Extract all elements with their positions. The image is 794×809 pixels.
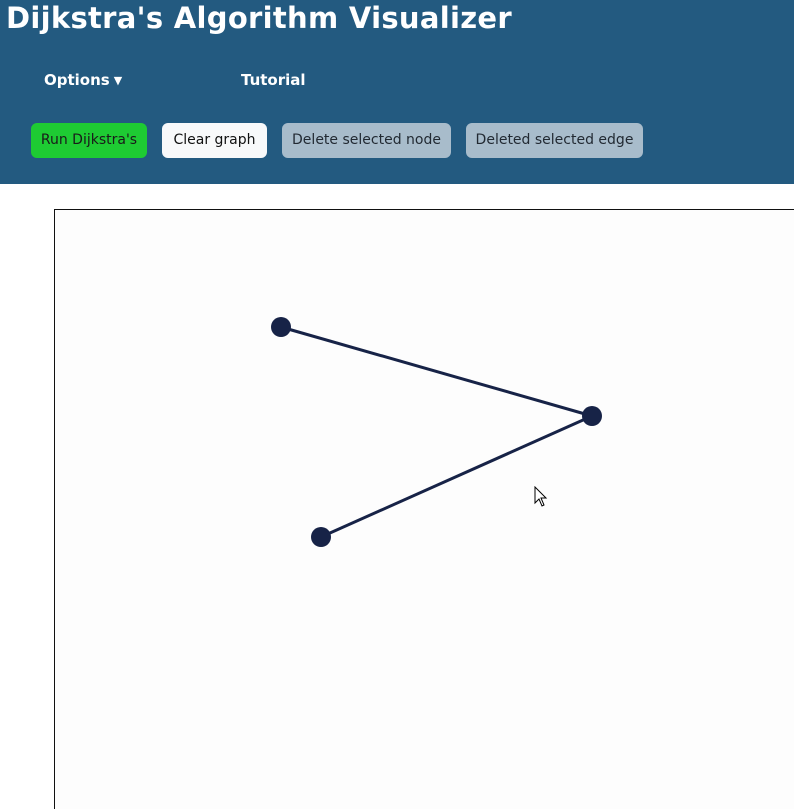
graph-drawing[interactable]: [55, 210, 794, 772]
graph-node[interactable]: [271, 317, 291, 337]
options-menu-label: Options: [44, 71, 110, 89]
app-title: Dijkstra's Algorithm Visualizer: [6, 1, 512, 35]
delete-selected-edge-button[interactable]: Deleted selected edge: [466, 123, 643, 158]
graph-edge[interactable]: [320, 414, 593, 539]
delete-selected-node-button[interactable]: Delete selected node: [282, 123, 451, 158]
graph-canvas[interactable]: [54, 209, 794, 809]
graph-node[interactable]: [582, 406, 602, 426]
clear-graph-button[interactable]: Clear graph: [162, 123, 267, 158]
app-header: Dijkstra's Algorithm Visualizer Options ▼…: [0, 0, 794, 184]
tutorial-link[interactable]: Tutorial: [241, 71, 306, 89]
run-dijkstra-button[interactable]: Run Dijkstra's: [31, 123, 147, 158]
caret-down-icon: ▼: [113, 74, 123, 87]
graph-edge[interactable]: [280, 325, 593, 418]
graph-node[interactable]: [311, 527, 331, 547]
options-menu[interactable]: Options ▼: [44, 70, 122, 91]
